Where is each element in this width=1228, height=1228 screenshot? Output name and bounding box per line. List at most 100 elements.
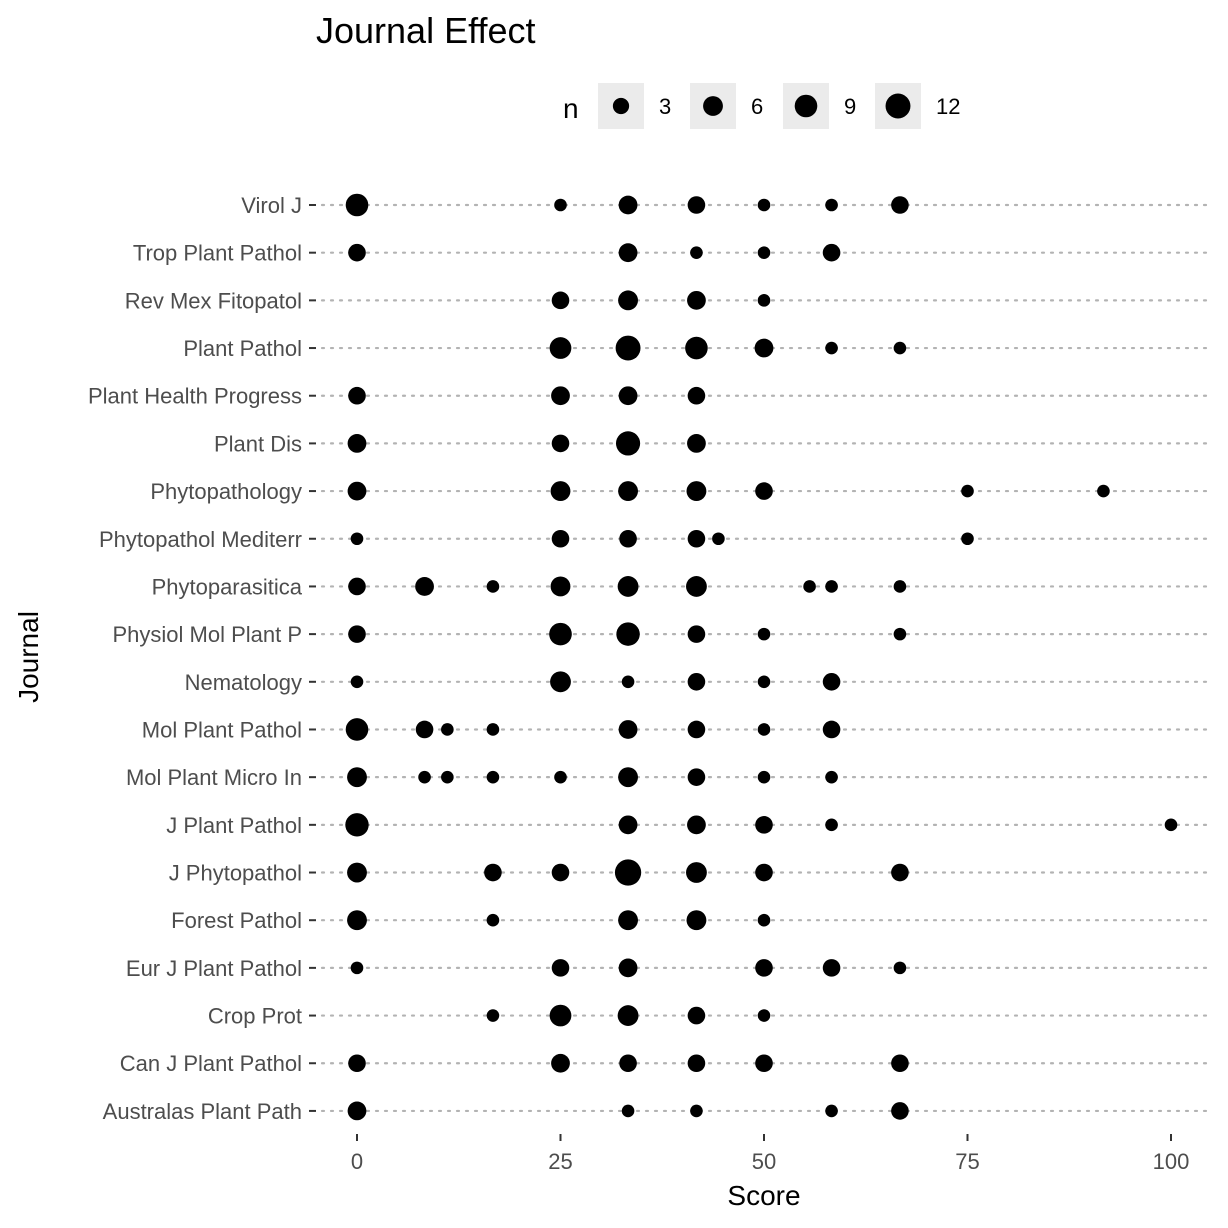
data-point	[754, 338, 774, 358]
y-tick-label: Rev Mex Fitopatol	[125, 288, 302, 313]
data-point	[551, 291, 570, 310]
data-point	[617, 1005, 639, 1026]
data-point	[757, 627, 771, 641]
data-point	[893, 580, 907, 593]
data-point	[350, 532, 364, 546]
y-tick-label: J Phytopathol	[169, 861, 302, 886]
data-point	[687, 673, 706, 691]
y-tick-label: Virol J	[241, 193, 302, 218]
data-point	[415, 577, 434, 596]
data-point	[441, 723, 454, 736]
y-tick-label: Can J Plant Pathol	[120, 1051, 302, 1076]
legend-label: 9	[844, 94, 856, 119]
data-point	[891, 196, 909, 214]
data-point	[757, 723, 771, 736]
y-tick-label: Plant Pathol	[183, 336, 302, 361]
data-point	[619, 1054, 637, 1073]
data-point	[554, 770, 567, 784]
data-point	[893, 961, 907, 975]
data-point	[350, 675, 364, 689]
data-point	[347, 434, 367, 453]
data-point	[619, 529, 637, 548]
data-point	[687, 529, 706, 548]
data-point	[825, 818, 838, 832]
data-point	[757, 913, 771, 927]
data-point	[687, 1006, 706, 1025]
data-point	[687, 720, 706, 739]
data-point	[347, 862, 367, 883]
data-point	[822, 959, 841, 977]
data-point	[347, 481, 367, 501]
data-point	[347, 910, 367, 931]
data-point	[484, 863, 502, 882]
legend-title: n	[563, 93, 579, 124]
data-point	[617, 576, 639, 597]
legend-label: 3	[659, 94, 671, 119]
data-point	[618, 720, 638, 739]
data-point	[825, 580, 838, 593]
data-point	[1164, 818, 1178, 832]
y-tick-label: Nematology	[185, 670, 302, 695]
data-point	[486, 913, 500, 927]
data-point	[550, 671, 571, 693]
data-point	[614, 859, 642, 886]
data-point	[415, 720, 434, 739]
data-point	[348, 1054, 366, 1073]
data-point	[825, 1104, 838, 1118]
data-point	[551, 434, 570, 453]
y-tick-label: Australas Plant Path	[103, 1099, 302, 1124]
data-point	[550, 481, 571, 502]
x-tick-label: 75	[955, 1149, 979, 1174]
data-point	[755, 863, 773, 882]
data-point	[687, 768, 706, 786]
data-point	[486, 580, 500, 593]
data-point	[757, 246, 771, 259]
data-point	[686, 862, 707, 883]
data-point	[621, 675, 635, 689]
data-point	[687, 290, 706, 310]
x-tick-label: 100	[1153, 1149, 1190, 1174]
data-point	[891, 1102, 909, 1120]
data-point	[822, 720, 841, 739]
data-point	[418, 770, 431, 784]
data-point	[347, 767, 367, 788]
data-point	[825, 770, 838, 784]
y-tick-label: Eur J Plant Pathol	[126, 956, 302, 981]
data-point	[616, 622, 640, 646]
data-point	[350, 961, 364, 975]
data-point	[348, 386, 366, 405]
data-point	[486, 1009, 500, 1022]
x-axis-title: Score	[727, 1180, 800, 1211]
data-point	[755, 816, 773, 834]
data-point	[618, 386, 638, 406]
y-tick-label: Plant Health Progress	[88, 384, 302, 409]
data-point	[441, 770, 454, 784]
data-point	[615, 431, 641, 456]
data-point	[755, 482, 773, 500]
y-tick-label: Mol Plant Micro In	[126, 765, 302, 790]
data-point	[891, 1054, 909, 1073]
data-point	[961, 484, 974, 498]
chart-title: Journal Effect	[316, 10, 535, 51]
data-point	[549, 622, 572, 646]
data-point	[348, 577, 366, 596]
data-point	[687, 434, 706, 453]
data-point	[891, 863, 909, 882]
data-point	[686, 481, 707, 502]
data-point	[825, 341, 838, 355]
legend-key-point	[612, 97, 630, 115]
data-point	[687, 625, 706, 643]
data-point	[822, 243, 841, 262]
legend-label: 6	[751, 94, 763, 119]
data-point	[755, 959, 773, 977]
data-point	[551, 386, 570, 406]
data-point	[621, 1104, 635, 1118]
data-point	[686, 576, 707, 597]
data-point	[1097, 484, 1110, 498]
data-point	[686, 910, 707, 931]
x-axis: 0 25 50 75 100	[351, 1134, 1189, 1174]
data-point	[685, 336, 708, 360]
data-point	[825, 198, 838, 212]
data-points	[345, 193, 1178, 1121]
data-point	[618, 767, 638, 788]
